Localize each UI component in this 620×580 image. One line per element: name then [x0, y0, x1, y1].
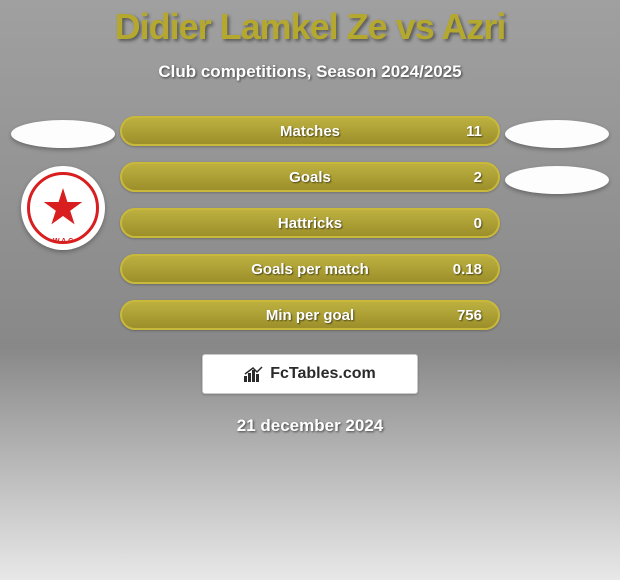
comparison-subtitle: Club competitions, Season 2024/2025 — [0, 62, 620, 82]
stat-hattricks-label: Hattricks — [278, 215, 342, 232]
comparison-title: Didier Lamkel Ze vs Azri — [0, 0, 620, 48]
stat-matches: Matches 11 — [120, 116, 500, 146]
stat-goals-label: Goals — [289, 169, 331, 186]
player-name-pill-left — [11, 120, 115, 148]
stat-hattricks-value: 0 — [474, 215, 482, 232]
stat-goals-per-match: Goals per match 0.18 — [120, 254, 500, 284]
comparison-content: W.A.C Matches 11 Goals 2 Hattricks 0 Goals per… — [0, 116, 620, 330]
stat-matches-value: 11 — [466, 123, 482, 140]
stat-hattricks: Hattricks 0 — [120, 208, 500, 238]
stat-goals: Goals 2 — [120, 162, 500, 192]
right-player-column — [502, 116, 612, 194]
stat-min-per-goal-label: Min per goal — [266, 307, 354, 324]
stat-bars: Matches 11 Goals 2 Hattricks 0 Goals per match… — [118, 116, 502, 330]
brand-attribution[interactable]: FcTables.com — [202, 354, 418, 394]
left-player-column: W.A.C — [8, 116, 118, 250]
club-badge-left: W.A.C — [21, 166, 105, 250]
brand-label: FcTables.com — [270, 365, 376, 383]
generation-date: 21 december 2024 — [0, 416, 620, 436]
stat-goals-per-match-label: Goals per match — [251, 261, 369, 278]
stat-matches-label: Matches — [280, 123, 340, 140]
stat-goals-value: 2 — [474, 169, 482, 186]
stat-min-per-goal-value: 756 — [457, 307, 482, 324]
club-badge-ring: W.A.C — [27, 172, 99, 244]
stat-min-per-goal: Min per goal 756 — [120, 300, 500, 330]
club-badge-text: W.A.C — [27, 172, 99, 244]
player-name-pill-right-1 — [505, 120, 609, 148]
stat-goals-per-match-value: 0.18 — [453, 261, 482, 278]
chart-icon — [244, 366, 264, 382]
player-name-pill-right-2 — [505, 166, 609, 194]
